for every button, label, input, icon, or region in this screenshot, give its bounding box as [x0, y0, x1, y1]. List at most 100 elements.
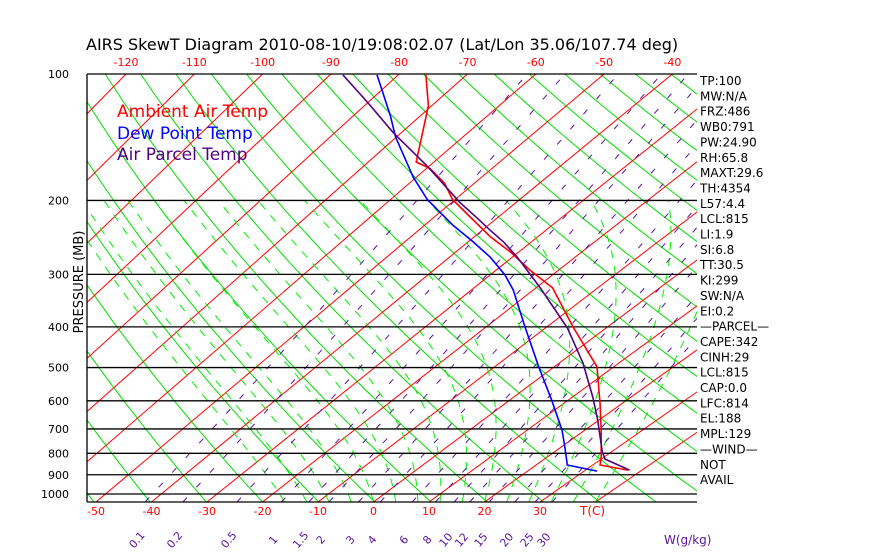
mixing-ratio-line: [435, 205, 697, 502]
bottom-temp-tick-label: 30: [533, 505, 547, 518]
stat-item: LI:1.9: [700, 228, 733, 242]
mixing-ratio-tick-label: 6: [397, 533, 411, 547]
stat-item: NOT: [700, 458, 726, 472]
isotherm: [484, 349, 697, 502]
isotherm: [87, 74, 468, 413]
stat-item: LCL:815: [700, 212, 749, 226]
stat-item: SW:N/A: [700, 289, 745, 303]
mixing-ratio-line: [308, 74, 689, 502]
mixing-ratio-tick-label: 25: [518, 530, 537, 549]
moist-adiabat: [87, 207, 308, 502]
y-axis-label: PRESSURE (MB): [72, 231, 87, 334]
mixing-ratio-line: [236, 74, 619, 502]
mixing-ratio-tick-label: 0.2: [164, 529, 185, 551]
stat-item: LFC:814: [700, 396, 749, 410]
dry-adiabat: [87, 100, 432, 502]
stat-item: AVAIL: [700, 473, 734, 487]
mixing-ratio-line: [328, 85, 697, 502]
dry-adiabat: [281, 74, 697, 452]
mixing-ratio-tick-label: 4: [365, 533, 379, 547]
mixing-ratio-line: [379, 143, 697, 502]
dry-adiabat: [246, 74, 697, 492]
isotherm: [87, 74, 537, 463]
bottom-temp-tick-label: -50: [87, 505, 105, 518]
stat-item: TT:30.5: [699, 258, 744, 272]
legend-dewpoint: Dew Point Temp: [117, 124, 253, 144]
dry-adiabat: [458, 74, 697, 275]
dry-adiabat: [742, 74, 870, 502]
pressure-tick-label: 700: [48, 423, 69, 436]
isotherm: [95, 74, 605, 502]
stat-item: EL:188: [700, 412, 741, 426]
pressure-gridlines: [86, 73, 697, 503]
profiles: [342, 74, 630, 472]
top-temp-tick-label: -50: [595, 56, 613, 69]
mixing-ratio-line: [144, 74, 528, 502]
mixing-ratio-line: [358, 119, 697, 502]
mixing-ratio-line: [469, 244, 697, 502]
mixing-ratio-line: [280, 74, 662, 502]
dry-adiabat: [0, 74, 38, 502]
mixing-ratio-tick-label: 2: [314, 533, 328, 547]
stat-item: MPL:129: [700, 427, 751, 441]
top-temp-tick-label: -80: [390, 56, 408, 69]
isotherm: [539, 391, 697, 502]
dry-adiabat: [104, 74, 488, 502]
stat-item: —WIND—: [700, 442, 758, 456]
stat-item: MAXT:29.6: [700, 166, 763, 180]
dry-adiabat: [812, 74, 870, 502]
chart-title: AIRS SkewT Diagram 2010-08-10/19:08:02.0…: [86, 35, 678, 54]
mixing-ratio-line: [514, 294, 697, 502]
stat-item: MW:N/A: [700, 89, 748, 103]
legend-ambient: Ambient Air Temp: [117, 102, 268, 122]
moist-adiabat: [426, 200, 531, 502]
top-temp-tick-label: -60: [527, 56, 545, 69]
pressure-tick-label: 500: [48, 362, 69, 375]
dry-adiabat: [423, 74, 697, 308]
dry-adiabat: [316, 74, 697, 414]
moist-adiabat: [183, 200, 397, 502]
mixing-ratio-tick-label: 12: [452, 530, 471, 549]
mixing-ratio-line: [488, 265, 697, 502]
pressure-tick-label: 800: [48, 447, 69, 460]
isotherm: [87, 74, 332, 304]
mixing-ratio-line: [534, 317, 697, 502]
dry-adiabat: [493, 74, 697, 243]
dry-adiabat: [87, 419, 151, 502]
bottom-temp-tick-label: -40: [142, 505, 160, 518]
stat-item: CAP:0.0: [700, 381, 747, 395]
stat-item: EI:0.2: [700, 304, 734, 318]
isotherm: [0, 74, 58, 502]
isotherm: [206, 108, 697, 502]
moist-adiabat: [550, 200, 617, 502]
isotherm: [428, 305, 697, 502]
stat-item: TP:100: [699, 74, 742, 88]
top-temp-tick-label: -70: [459, 56, 477, 69]
stat-item: WB0:791: [700, 120, 755, 134]
mixing-ratio-tick-label: 0.5: [218, 529, 239, 551]
mixing-ratio-tick-label: 1.5: [290, 529, 311, 551]
dry-adiabat: [848, 74, 870, 502]
stat-item: SI:6.8: [700, 243, 734, 257]
dry-adiabat: [352, 74, 697, 378]
pressure-tick-label: 200: [48, 194, 69, 207]
moist-adiabat: [103, 200, 330, 502]
isotherm: [87, 74, 195, 182]
stat-item: LCL:815: [700, 366, 749, 380]
stat-item: PW:24.90: [700, 135, 757, 149]
mixing-ratio-tick-label: 30: [535, 530, 554, 549]
isotherm: [317, 211, 697, 502]
bottom-temp-tick-label: 10: [422, 505, 436, 518]
mixing-ratio-unit: W(g/kg): [664, 533, 711, 547]
moist-adiabat: [505, 200, 571, 502]
pressure-tick-label: 600: [48, 395, 69, 408]
mixing-ratio-tick-label: 3: [343, 533, 357, 547]
dry-adiabat: [87, 220, 320, 502]
top-temp-tick-label: -120: [114, 56, 139, 69]
isotherm: [373, 259, 697, 502]
bottom-temp-tick-label: -10: [309, 505, 327, 518]
mixing-ratio-tick-label: 0.1: [126, 529, 147, 551]
stat-item: L57:4.4: [700, 197, 745, 211]
